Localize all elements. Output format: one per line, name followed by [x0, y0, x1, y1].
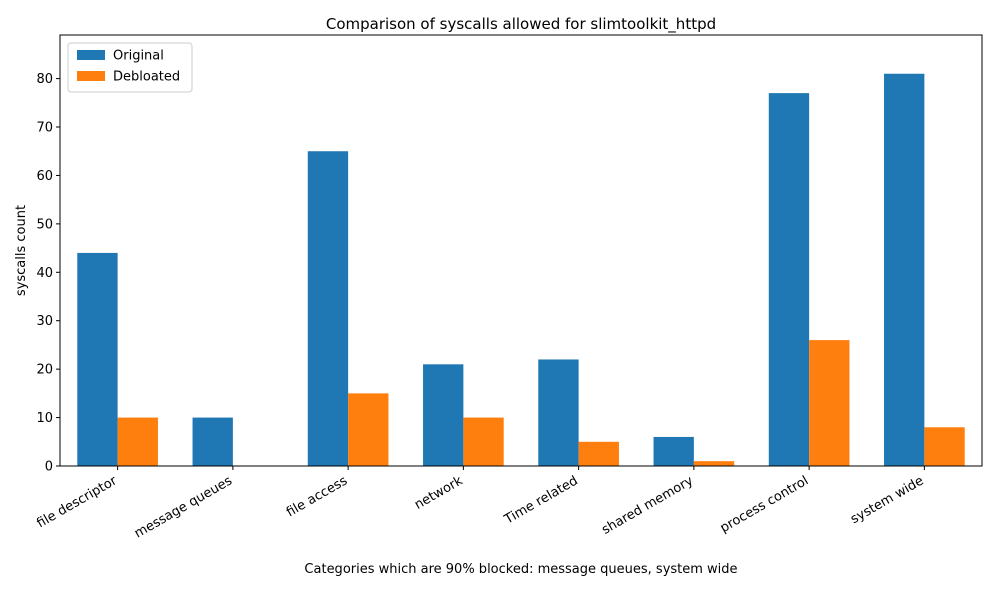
- bar-original: [653, 436, 694, 466]
- y-axis-ticks: 0 10 20 30 40 50 60 70 80: [36, 72, 60, 475]
- bar-original: [768, 93, 810, 466]
- x-axis-ticks: file descriptor message queues file access…: [34, 466, 926, 541]
- bar-original: [77, 252, 118, 466]
- x-tick-label: file access: [284, 473, 350, 520]
- legend-swatch-debloated: [77, 71, 105, 81]
- x-tick-label: message queues: [132, 473, 235, 541]
- legend-label-original: Original: [113, 49, 164, 64]
- plot-frame: [59, 34, 983, 467]
- y-tick-label: 10: [36, 411, 53, 426]
- bar-debloated: [924, 427, 965, 466]
- bar-debloated: [578, 441, 619, 466]
- y-tick-label: 70: [36, 121, 53, 136]
- y-tick-label: 50: [36, 217, 53, 232]
- bar-original: [307, 151, 349, 466]
- y-tick-label: 60: [36, 169, 53, 184]
- plot-area: [59, 34, 983, 467]
- y-tick-label: 30: [36, 314, 53, 329]
- legend: Original Debloated: [67, 42, 193, 93]
- bar-original: [884, 73, 925, 466]
- x-tick-label: file descriptor: [34, 473, 120, 531]
- bar-original: [423, 364, 464, 466]
- y-tick-label: 40: [36, 266, 53, 281]
- y-axis-label: syscalls count: [14, 205, 29, 296]
- y-tick-label: 0: [45, 460, 53, 475]
- bar-debloated: [693, 461, 735, 466]
- legend-swatch-original: [77, 50, 105, 60]
- bar-original: [538, 359, 579, 466]
- x-tick-label: process control: [718, 473, 811, 536]
- bar-debloated: [117, 417, 158, 466]
- x-axis-label: Categories which are 90% blocked: messag…: [304, 562, 737, 577]
- y-tick-label: 80: [36, 72, 53, 87]
- x-tick-label: system wide: [848, 473, 926, 527]
- bar-original: [192, 417, 233, 466]
- x-tick-label: shared memory: [599, 473, 696, 538]
- y-tick-label: 20: [36, 363, 53, 378]
- bar-debloated: [463, 417, 504, 466]
- bar-debloated: [348, 393, 389, 466]
- bar-debloated: [809, 340, 850, 466]
- x-tick-label: Time related: [501, 473, 580, 527]
- legend-label-debloated: Debloated: [113, 70, 180, 85]
- x-tick-label: network: [412, 473, 466, 513]
- chart-title: Comparison of syscalls allowed for slimt…: [326, 15, 716, 34]
